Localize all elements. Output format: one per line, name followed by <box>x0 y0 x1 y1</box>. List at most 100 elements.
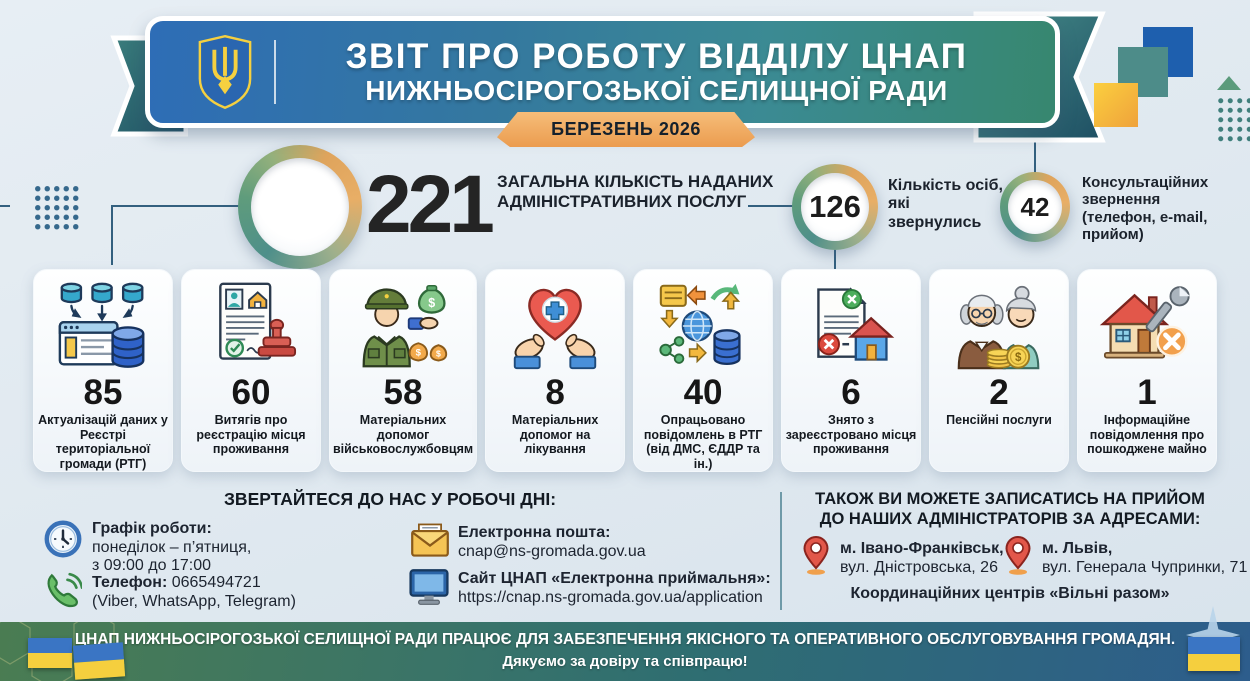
soldier-money-icon: $ $ $ <box>362 284 448 368</box>
phone-icon <box>47 572 82 608</box>
card-value: 8 <box>545 373 565 412</box>
address-item-2: м. Львів, вул. Генерала Чупринки, 71 <box>1042 540 1247 577</box>
card-value: 2 <box>989 373 1009 412</box>
card-rtg-notifications: 40 Опрацьовано повідомлень в РТГ (від ДМ… <box>633 269 774 472</box>
envelope-icon <box>411 523 449 557</box>
website-url: https://cnap.ns-gromada.gov.ua/applicati… <box>458 588 763 606</box>
address-city: м. Івано-Франківськ, <box>840 540 1004 557</box>
card-label: Інформаційне повідомлення про пошкоджене… <box>1087 413 1207 456</box>
section-divider <box>780 492 782 610</box>
ukraine-flag-icon <box>28 638 72 668</box>
card-value: 6 <box>841 373 861 412</box>
data-exchange-icon <box>659 283 741 366</box>
consultations-ring: 42 <box>1000 172 1070 242</box>
decor-square-yellow <box>1094 83 1138 127</box>
period-badge: БЕРЕЗЕНЬ 2026 <box>497 112 755 147</box>
decor-triangle <box>1217 76 1241 90</box>
header-banner: ЗВІТ ПРО РОБОТУ ВІДДІЛУ ЦНАП НИЖНЬОСІРОГ… <box>145 16 1060 128</box>
working-hours-days: понеділок – п’ятниця, <box>92 538 252 556</box>
card-label: Пенсійні послуги <box>946 413 1052 427</box>
phone-title: Телефон: <box>92 574 168 591</box>
consultations-label: Консультаційних звернення (телефон, e-ma… <box>1082 174 1209 243</box>
connector-line <box>834 249 836 276</box>
connector-line <box>1034 140 1036 174</box>
phone-note: (Viber, WhatsApp, Telegram) <box>92 592 296 610</box>
address-city: м. Львів, <box>1042 540 1113 557</box>
svg-text:$: $ <box>416 348 422 359</box>
applicants-label: Кількість осіб, які звернулись <box>888 177 1003 231</box>
svg-text:$: $ <box>436 349 441 359</box>
applicants-ring: 126 <box>792 164 878 250</box>
rtg-databases-icon <box>58 282 145 368</box>
working-hours-title: Графік роботи: <box>92 520 212 537</box>
card-label: Матеріальних допомог на лікування <box>511 413 599 456</box>
appointment-heading-line2: ДО НАШИХ АДМІНІСТРАТОРІВ ЗА АДРЕСАМИ: <box>819 510 1201 529</box>
footer-banner: ЦНАП НИЖНЬОСІРОГОЗЬКОЇ СЕЛИЩНОЇ РАДИ ПРА… <box>0 622 1250 681</box>
working-hours-item: Графік роботи: понеділок – п’ятниця, з 0… <box>92 520 251 576</box>
ukraine-flag-icon <box>1188 637 1240 671</box>
clock-icon <box>44 520 82 558</box>
working-hours-time: з 09:00 до 17:00 <box>92 557 211 575</box>
report-title-line2: НИЖНЬОСІРОГОЗЬКОЇ СЕЛИЩНОЇ РАДИ <box>365 74 948 106</box>
address-item-1: м. Івано-Франківськ, вул. Дністровська, … <box>840 540 1004 577</box>
card-label: Матеріальних допомог військовослужбовцям <box>332 413 474 456</box>
card-medical-aid: 8 Матеріальних допомог на лікування <box>485 269 626 472</box>
card-pension-services: $ 2 Пенсійні послуги <box>929 269 1070 472</box>
connector-line <box>0 205 10 207</box>
card-label: Витягів про реєстрацію місця проживання <box>196 413 306 456</box>
appointment-heading-line1: ТАКОЖ ВИ МОЖЕТЕ ЗАПИСАТИСЬ НА ПРИЙОМ <box>815 490 1205 508</box>
card-value: 60 <box>231 373 271 412</box>
service-cards-row: 85 Актуалізацій даних у Реєстрі територі… <box>33 269 1217 472</box>
total-services-value: 221 <box>366 159 495 250</box>
email-address: cnap@ns-gromada.gov.ua <box>458 542 646 560</box>
monitor-icon <box>409 569 449 605</box>
phone-item: Телефон: 0665494721 (Viber, WhatsApp, Te… <box>92 574 296 611</box>
map-pin-icon <box>803 535 829 575</box>
ukraine-trident-shield-icon <box>196 34 254 110</box>
heart-hands-icon <box>513 288 597 370</box>
website-item: Сайт ЦНАП «Електронна приймальня»: https… <box>458 570 771 607</box>
email-title: Електронна пошта: <box>458 524 611 541</box>
card-damaged-property: 1 Інформаційне повідомлення про пошкодже… <box>1077 269 1217 472</box>
applicants-value: 126 <box>809 189 861 224</box>
card-label: Актуалізацій даних у Реєстрі територіаль… <box>38 413 168 471</box>
decor-dots-grid-left <box>33 184 81 232</box>
footer-thanks: Дякуємо за довіру та співпрацю! <box>502 653 748 670</box>
card-rtg-updates: 85 Актуалізацій даних у Реєстрі територі… <box>33 269 173 472</box>
card-deregistration: 6 Знято з зареєстровано місця проживання <box>781 269 922 472</box>
footer-message: ЦНАП НИЖНЬОСІРОГОЗЬКОЇ СЕЛИЩНОЇ РАДИ ПРА… <box>74 631 1176 648</box>
svg-text:$: $ <box>1015 352 1022 364</box>
decor-dots-grid-right <box>1216 96 1250 143</box>
appointment-section-heading: ТАКОЖ ВИ МОЖЕТЕ ЗАПИСАТИСЬ НА ПРИЙОМ ДО … <box>793 489 1227 529</box>
coordination-centers-note: Координаційних центрів «Вільні разом» <box>850 585 1170 602</box>
card-value: 1 <box>1137 373 1157 412</box>
ukraine-flag-icon <box>72 642 126 680</box>
card-military-aid: $ $ $ 58 Матеріальних допомог військовос… <box>328 269 478 472</box>
card-value: 85 <box>83 373 123 412</box>
total-services-ring <box>238 145 362 269</box>
banner-divider <box>274 40 276 104</box>
card-label: Опрацьовано повідомлень в РТГ (від ДМС, … <box>643 413 763 471</box>
total-services-label: ЗАГАЛЬНА КІЛЬКІСТЬ НАДАНИХ АДМІНІСТРАТИВ… <box>497 172 774 211</box>
pensioners-icon: $ <box>957 285 1040 370</box>
svg-text:$: $ <box>428 296 435 310</box>
connector-line <box>111 205 241 207</box>
damaged-house-icon <box>1099 286 1191 359</box>
consultations-value: 42 <box>1020 191 1050 222</box>
document-stamp-icon <box>219 282 296 360</box>
connector-line <box>111 205 113 265</box>
address-street: вул. Дністровська, 26 <box>840 558 998 576</box>
report-title-line1: ЗВІТ ПРО РОБОТУ ВІДДІЛУ ЦНАП <box>345 36 968 76</box>
card-value: 58 <box>383 373 423 412</box>
deregistration-house-icon <box>817 287 895 361</box>
card-value: 40 <box>683 373 723 412</box>
connector-line <box>748 205 794 207</box>
card-residence-extracts: 60 Витягів про реєстрацію місця проживан… <box>180 269 321 472</box>
email-item: Електронна пошта: cnap@ns-gromada.gov.ua <box>458 524 646 561</box>
address-street: вул. Генерала Чупринки, 71 <box>1042 558 1248 576</box>
map-pin-icon <box>1005 535 1031 575</box>
website-title: Сайт ЦНАП «Електронна приймальня»: <box>458 570 771 587</box>
contact-section-heading: ЗВЕРТАЙТЕСЯ ДО НАС У РОБОЧІ ДНІ: <box>223 489 557 509</box>
card-label: Знято з зареєстровано місця проживання <box>785 413 917 456</box>
